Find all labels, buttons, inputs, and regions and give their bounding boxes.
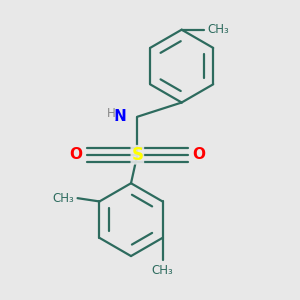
Text: CH₃: CH₃ (52, 192, 74, 205)
Text: CH₃: CH₃ (152, 264, 173, 277)
Text: O: O (193, 147, 206, 162)
Text: H: H (106, 107, 115, 120)
Text: S: S (131, 146, 143, 164)
Text: N: N (113, 109, 126, 124)
Text: O: O (69, 147, 82, 162)
Text: CH₃: CH₃ (208, 23, 230, 36)
